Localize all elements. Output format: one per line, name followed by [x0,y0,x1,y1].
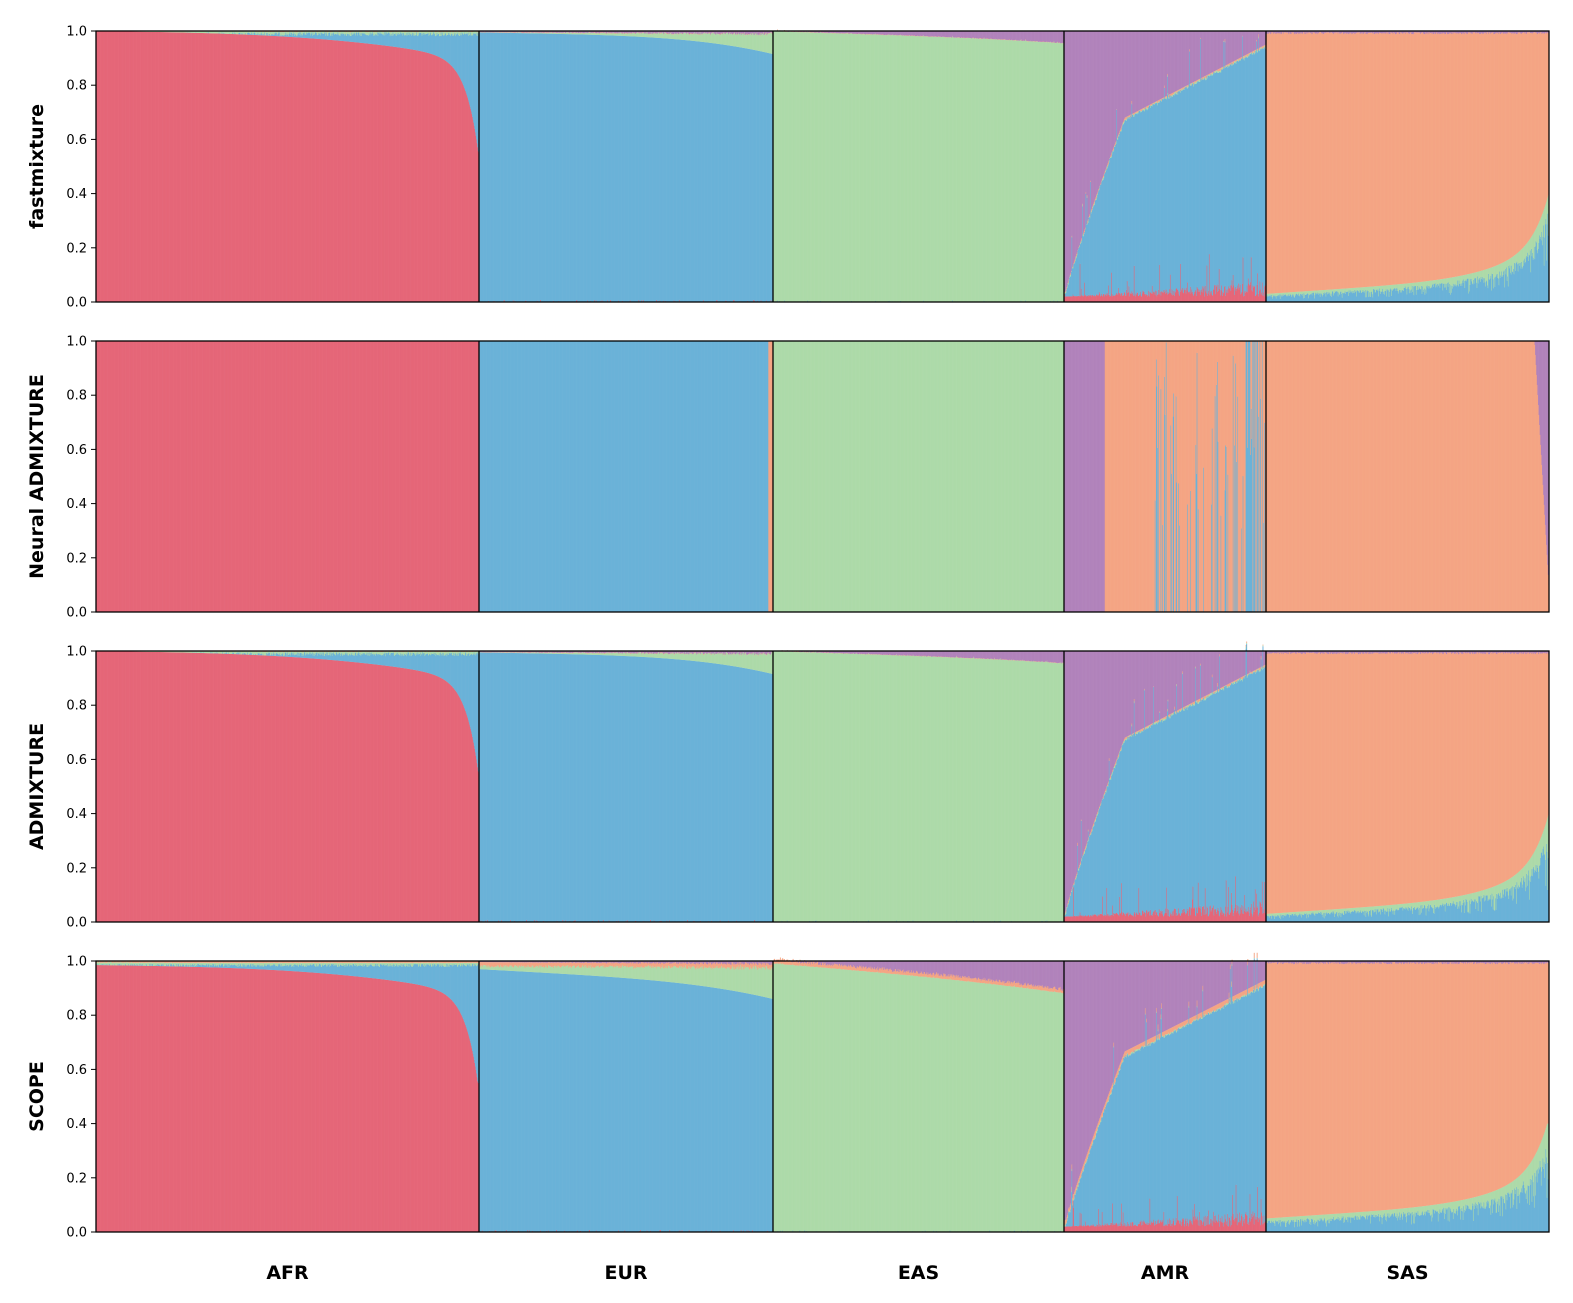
bars-eur [479,31,773,302]
panels-layer: 0.00.20.40.60.81.0fastmixture0.00.20.40.… [26,25,1549,1241]
bars-afr [96,31,479,302]
